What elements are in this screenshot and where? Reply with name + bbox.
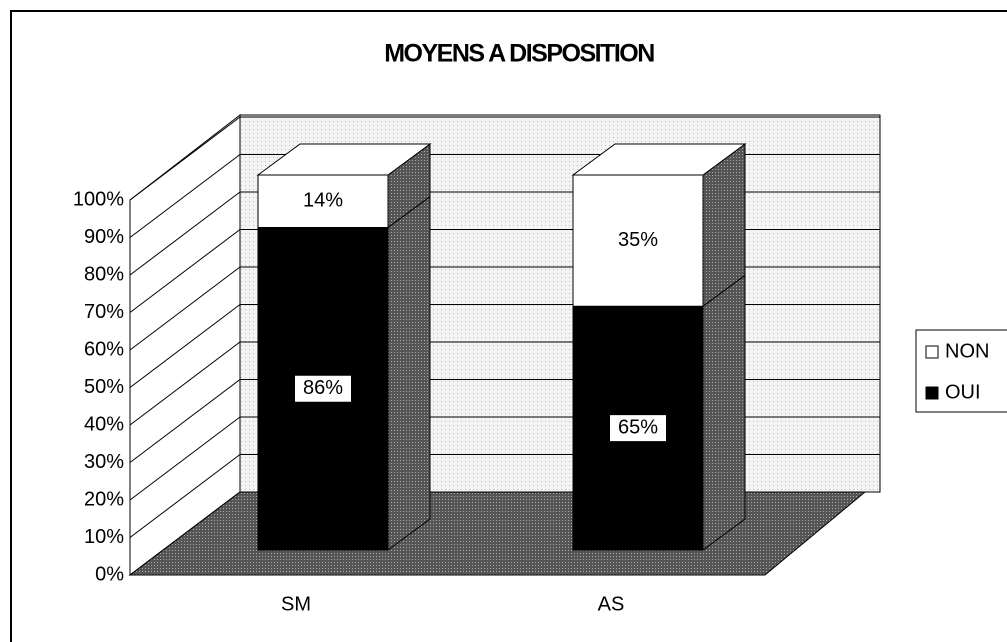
value-label-box [610, 227, 666, 254]
legend-label: OUI [945, 381, 981, 403]
y-tick-label: 80% [84, 263, 124, 285]
chart-title: MOYENS A DISPOSITION [384, 40, 654, 68]
value-label: 65% [618, 416, 658, 438]
value-label: 86% [303, 377, 343, 399]
bar-side [387, 195, 431, 551]
legend-swatch [925, 386, 939, 400]
grid-line [129, 379, 241, 463]
grid-line [129, 416, 241, 501]
grid-line [129, 341, 241, 426]
legend-label: NON [945, 340, 989, 362]
y-tick-label: 90% [84, 226, 124, 248]
value-label: 14% [303, 190, 343, 212]
x-tick-label: SM [281, 593, 311, 615]
grid-line [129, 454, 241, 538]
y-tick-label: 0% [95, 563, 124, 585]
bar-top [256, 143, 432, 176]
grid-line [129, 191, 241, 276]
x-tick-label: AS [598, 593, 625, 615]
value-label: 35% [618, 229, 658, 251]
y-tick-label: 50% [84, 376, 124, 398]
grid-line [129, 266, 241, 351]
legend-swatch [925, 345, 939, 359]
value-label-box [295, 375, 351, 402]
floor [128, 491, 867, 576]
y-tick-label: 70% [84, 301, 124, 323]
grid-line [129, 304, 241, 388]
bar-side [702, 274, 746, 551]
value-label-box [610, 415, 666, 442]
y-tick-label: 30% [84, 451, 124, 473]
y-tick-label: 10% [84, 526, 124, 548]
y-tick-label: 60% [84, 338, 124, 360]
y-tick-label: 20% [84, 488, 124, 510]
value-label-box [295, 188, 351, 215]
bar-top [571, 143, 747, 176]
y-tick-label: 40% [84, 413, 124, 435]
grid-line [129, 154, 241, 238]
grid-line [129, 116, 241, 201]
y-tick-label: 100% [73, 188, 124, 210]
grid-line [129, 229, 241, 313]
